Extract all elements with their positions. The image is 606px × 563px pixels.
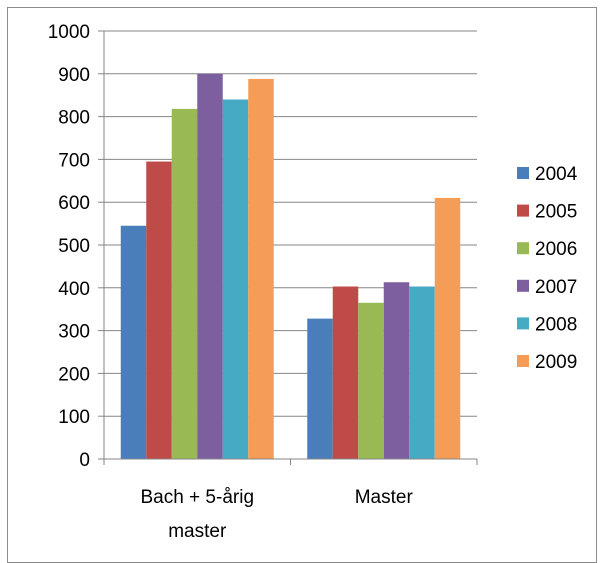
legend-swatch-2005 (517, 204, 529, 217)
y-tick-label: 800 (58, 108, 90, 129)
bars (120, 73, 461, 460)
legend-swatch-2007 (517, 279, 529, 292)
bar-2005-cat1 (146, 161, 172, 460)
y-tick-label: 400 (58, 279, 90, 300)
legend-label-2009: 2009 (535, 352, 577, 373)
y-tick-label: 200 (58, 364, 90, 385)
y-tick-label: 500 (58, 236, 90, 257)
bar-2007-cat1 (197, 73, 223, 460)
y-tick-label: 0 (79, 450, 90, 471)
legend-label-2008: 2008 (535, 314, 577, 335)
bar-2009-cat1 (248, 78, 274, 459)
bar-2005-cat2 (332, 286, 359, 459)
bar-2006-cat2 (358, 302, 384, 459)
y-tick-label: 100 (58, 407, 90, 428)
y-tick-label: 600 (58, 193, 90, 214)
legend-swatch-2008 (517, 317, 529, 330)
legend-label-2005: 2005 (535, 202, 577, 223)
x-category-label: Master (355, 487, 414, 508)
x-category-label: master (168, 521, 227, 542)
x-category-label: Bach + 5-årig (140, 487, 254, 508)
bar-2006-cat1 (171, 108, 198, 460)
y-tick-label: 1000 (48, 22, 90, 43)
bar-2008-cat1 (222, 99, 249, 459)
bar-2007-cat2 (383, 282, 410, 459)
legend-label-2006: 2006 (535, 239, 577, 260)
legend: 2004 2005 2006 2007 2008 2009 (517, 164, 578, 373)
axes (98, 30, 478, 465)
legend-swatch-2004 (517, 167, 529, 179)
legend-swatch-2006 (517, 242, 529, 255)
legend-swatch-2009 (517, 355, 529, 367)
legend-label-2004: 2004 (535, 164, 578, 185)
legend-label-2007: 2007 (535, 277, 577, 298)
axis-labels: 0 100 200 300 400 500 600 700 800 900 1000 Bach + 5… (48, 22, 414, 542)
y-tick-label: 700 (58, 150, 90, 171)
chart-area (7, 7, 597, 563)
bar-2004-cat2 (307, 318, 333, 459)
bar-2004-cat1 (120, 225, 147, 459)
y-tick-label: 900 (58, 65, 90, 86)
bar-2009-cat2 (434, 197, 461, 460)
y-tick-label: 300 (58, 322, 90, 343)
bar-2008-cat2 (409, 286, 435, 459)
